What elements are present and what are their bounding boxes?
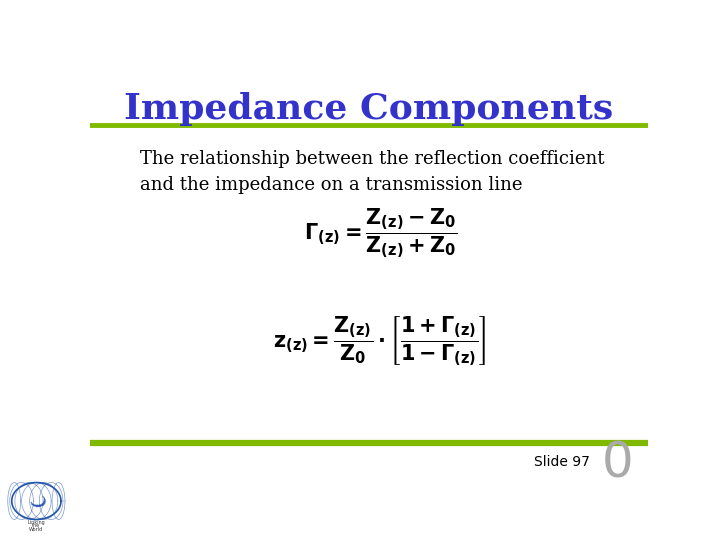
Text: 0: 0 xyxy=(601,439,633,487)
Text: Impedance Components: Impedance Components xyxy=(125,92,613,126)
Text: World: World xyxy=(30,526,43,532)
Text: Linking: Linking xyxy=(27,520,45,525)
Text: the: the xyxy=(32,523,40,528)
Text: Slide 97: Slide 97 xyxy=(534,455,590,469)
Text: $\mathbf{\Gamma_{(z)} = \dfrac{Z_{(z)} - Z_0}{Z_{(z)} + Z_0}}$: $\mathbf{\Gamma_{(z)} = \dfrac{Z_{(z)} -… xyxy=(304,206,456,260)
Text: The relationship between the reflection coefficient
and the impedance on a trans: The relationship between the reflection … xyxy=(140,150,605,194)
Text: $\mathbf{z_{(z)} = \dfrac{Z_{(z)}}{Z_0} \cdot \left[\dfrac{1 + \Gamma_{(z)}}{1 -: $\mathbf{z_{(z)} = \dfrac{Z_{(z)}}{Z_0} … xyxy=(274,314,487,368)
